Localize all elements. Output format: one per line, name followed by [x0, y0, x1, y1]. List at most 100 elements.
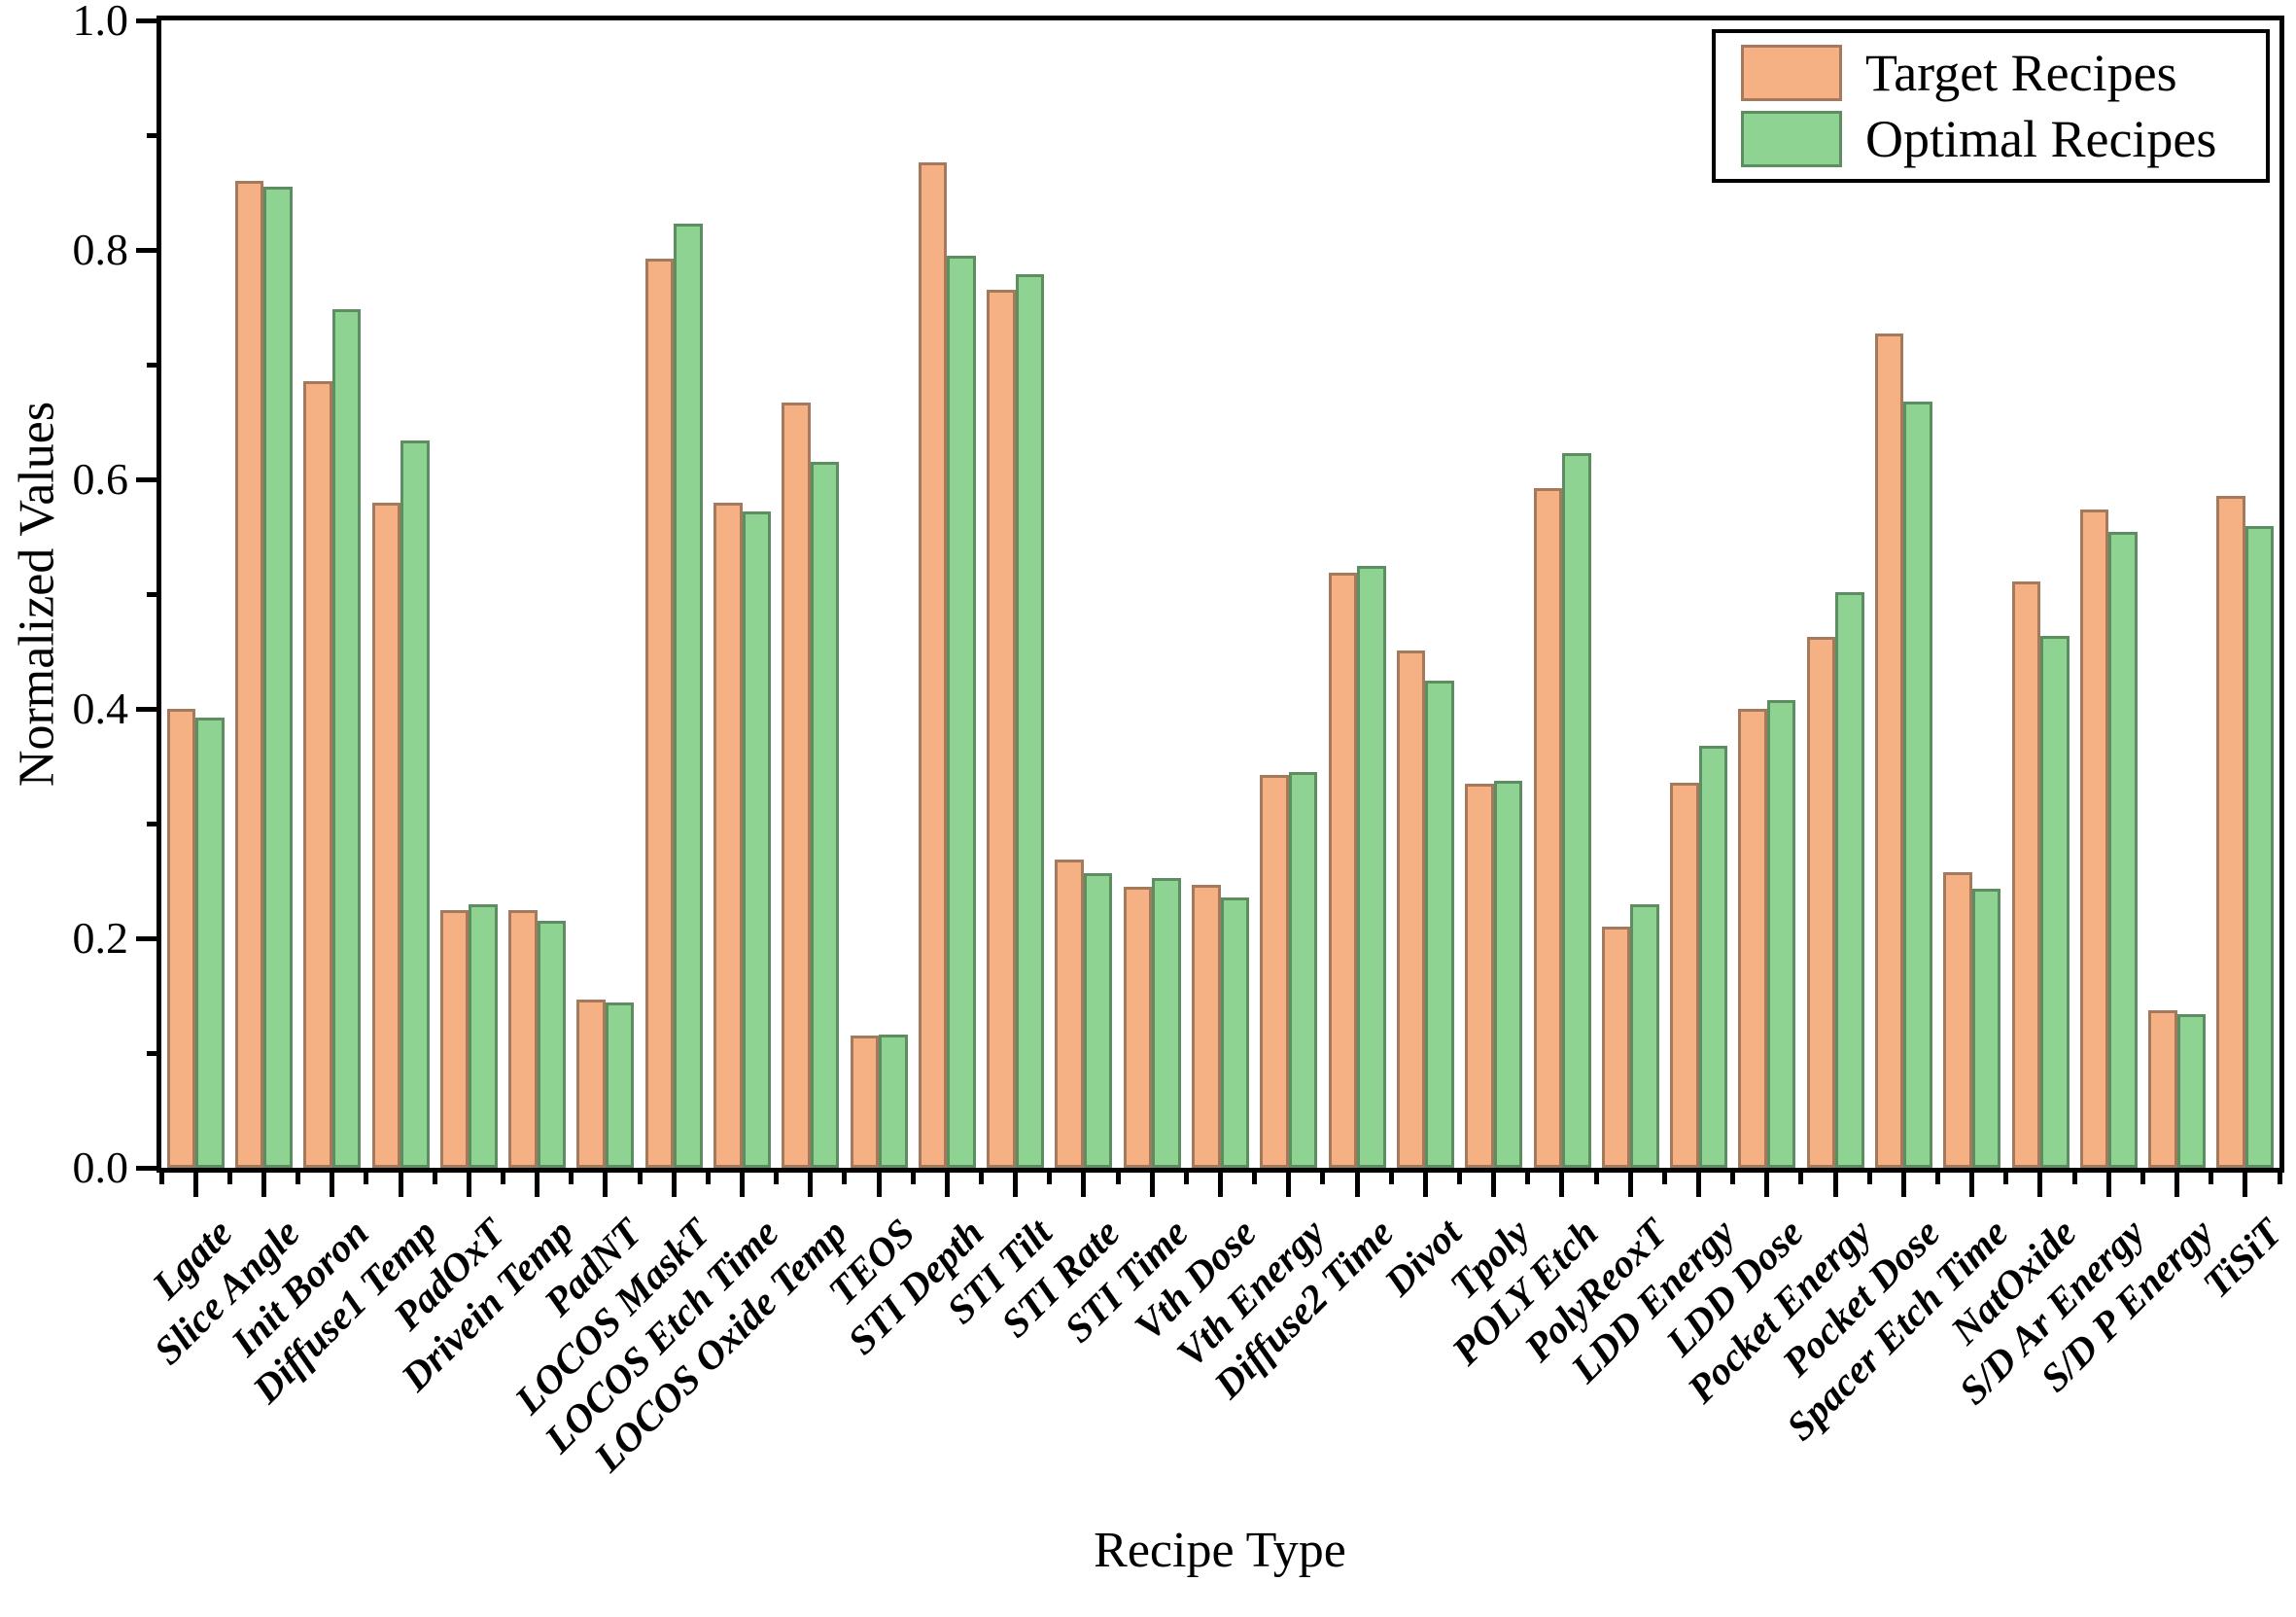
bar-target-LDD Energy — [1670, 782, 1699, 1168]
x-major-tick — [2105, 1168, 2111, 1197]
x-major-tick — [603, 1168, 609, 1197]
bar-optimal-S/D Ar Energy — [2108, 532, 2138, 1168]
x-axis-title: Recipe Type — [1094, 1523, 1346, 1578]
bar-optimal-PadNT — [605, 1002, 635, 1168]
x-minor-tick — [1935, 1168, 1941, 1184]
y-major-tick — [136, 1165, 161, 1171]
x-major-tick — [1832, 1168, 1838, 1197]
bar-optimal-Vth Dose — [1220, 896, 1249, 1168]
x-category-label-TiSiT: TiSiT — [2193, 1210, 2290, 1307]
x-major-tick — [1696, 1168, 1702, 1197]
x-minor-tick — [1320, 1168, 1326, 1184]
bar-target-Spacer Etch Time — [1943, 871, 1972, 1168]
x-minor-tick — [1730, 1168, 1736, 1184]
bar-optimal-POLY Etch — [1562, 452, 1591, 1168]
x-major-tick — [1969, 1168, 1975, 1197]
x-minor-tick — [1388, 1168, 1394, 1184]
bar-optimal-Lgate — [195, 718, 225, 1168]
bar-optimal-Pocket Dose — [1903, 401, 1932, 1168]
x-minor-tick — [637, 1168, 643, 1184]
y-tick-label: 0.2 — [72, 913, 129, 963]
bar-optimal-LDD Energy — [1698, 745, 1727, 1168]
bar-optimal-Pocket Energy — [1835, 591, 1864, 1168]
bar-target-TiSiT — [2216, 495, 2245, 1168]
bar-optimal-Slice Angle — [263, 187, 293, 1168]
x-minor-tick — [1866, 1168, 1872, 1184]
bar-target-Divot — [1396, 650, 1426, 1168]
y-minor-tick — [147, 821, 161, 826]
x-minor-tick — [1593, 1168, 1599, 1184]
bar-target-LDD Dose — [1738, 709, 1767, 1168]
bar-optimal-NatOxide — [2040, 635, 2070, 1168]
x-minor-tick — [1798, 1168, 1804, 1184]
y-tick-label: 0.6 — [72, 454, 129, 504]
bar-target-Init Boron — [303, 380, 332, 1168]
x-minor-tick — [158, 1168, 164, 1184]
x-minor-tick — [569, 1168, 574, 1184]
bar-target-Tpoly — [1465, 783, 1494, 1168]
bar-target-Vth Dose — [1192, 884, 1221, 1168]
bar-optimal-Vth Energy — [1288, 771, 1318, 1168]
legend-label-target: Target Recipes — [1865, 44, 2177, 103]
x-major-tick — [1081, 1168, 1087, 1197]
bar-target-STI Time — [1123, 886, 1153, 1168]
x-major-tick — [876, 1168, 882, 1197]
legend-row-target: Target Recipes — [1716, 42, 2266, 104]
x-minor-tick — [705, 1168, 711, 1184]
x-major-tick — [1013, 1168, 1019, 1197]
x-minor-tick — [1115, 1168, 1121, 1184]
bar-target-STI Rate — [1055, 859, 1084, 1168]
x-major-tick — [330, 1168, 335, 1197]
x-minor-tick — [1183, 1168, 1189, 1184]
x-minor-tick — [2003, 1168, 2009, 1184]
x-major-tick — [671, 1168, 677, 1197]
bar-optimal-PolyReoxT — [1630, 903, 1659, 1168]
bar-target-PadNT — [576, 999, 606, 1168]
x-minor-tick — [2277, 1168, 2282, 1184]
bar-target-STI Depth — [918, 162, 948, 1168]
y-tick-label: 1.0 — [72, 0, 129, 45]
bar-target-TEOS — [850, 1036, 879, 1168]
x-minor-tick — [500, 1168, 505, 1184]
x-minor-tick — [1661, 1168, 1667, 1184]
y-major-tick — [136, 18, 161, 23]
x-major-tick — [466, 1168, 471, 1197]
bar-optimal-Drivein Temp — [537, 921, 567, 1168]
x-major-tick — [261, 1168, 266, 1197]
x-minor-tick — [296, 1168, 301, 1184]
bar-target-STI Tilt — [987, 290, 1016, 1168]
x-major-tick — [1354, 1168, 1360, 1197]
x-major-tick — [1218, 1168, 1223, 1197]
bar-optimal-STI Rate — [1083, 872, 1113, 1168]
y-tick-label: 0.4 — [72, 684, 129, 733]
bar-target-Diffuse1 Temp — [371, 502, 400, 1168]
bar-target-Vth Energy — [1260, 775, 1289, 1168]
bar-target-NatOxide — [2011, 581, 2040, 1168]
bar-optimal-Diffuse2 Time — [1357, 565, 1386, 1168]
plot-area — [157, 16, 2284, 1173]
x-minor-tick — [2071, 1168, 2077, 1184]
bar-optimal-PadOxT — [469, 903, 498, 1168]
x-minor-tick — [432, 1168, 437, 1184]
x-major-tick — [1491, 1168, 1497, 1197]
x-major-tick — [1627, 1168, 1633, 1197]
x-major-tick — [2243, 1168, 2248, 1197]
bar-optimal-STI Depth — [947, 255, 976, 1168]
x-major-tick — [1286, 1168, 1292, 1197]
y-major-tick — [136, 706, 161, 712]
x-minor-tick — [1047, 1168, 1053, 1184]
x-minor-tick — [978, 1168, 984, 1184]
bar-target-Diffuse2 Time — [1328, 572, 1358, 1168]
bar-optimal-Diffuse1 Temp — [400, 439, 430, 1168]
bar-optimal-TEOS — [879, 1035, 908, 1168]
bar-optimal-Init Boron — [331, 309, 362, 1168]
bar-target-POLY Etch — [1533, 488, 1562, 1168]
x-minor-tick — [1252, 1168, 1258, 1184]
y-minor-tick — [147, 132, 161, 138]
y-tick-label: 0.8 — [72, 225, 129, 274]
bar-target-Pocket Dose — [1874, 334, 1904, 1168]
bar-optimal-LOCOS MaskT — [674, 223, 703, 1168]
x-minor-tick — [910, 1168, 916, 1184]
bar-target-Drivein Temp — [508, 909, 538, 1168]
